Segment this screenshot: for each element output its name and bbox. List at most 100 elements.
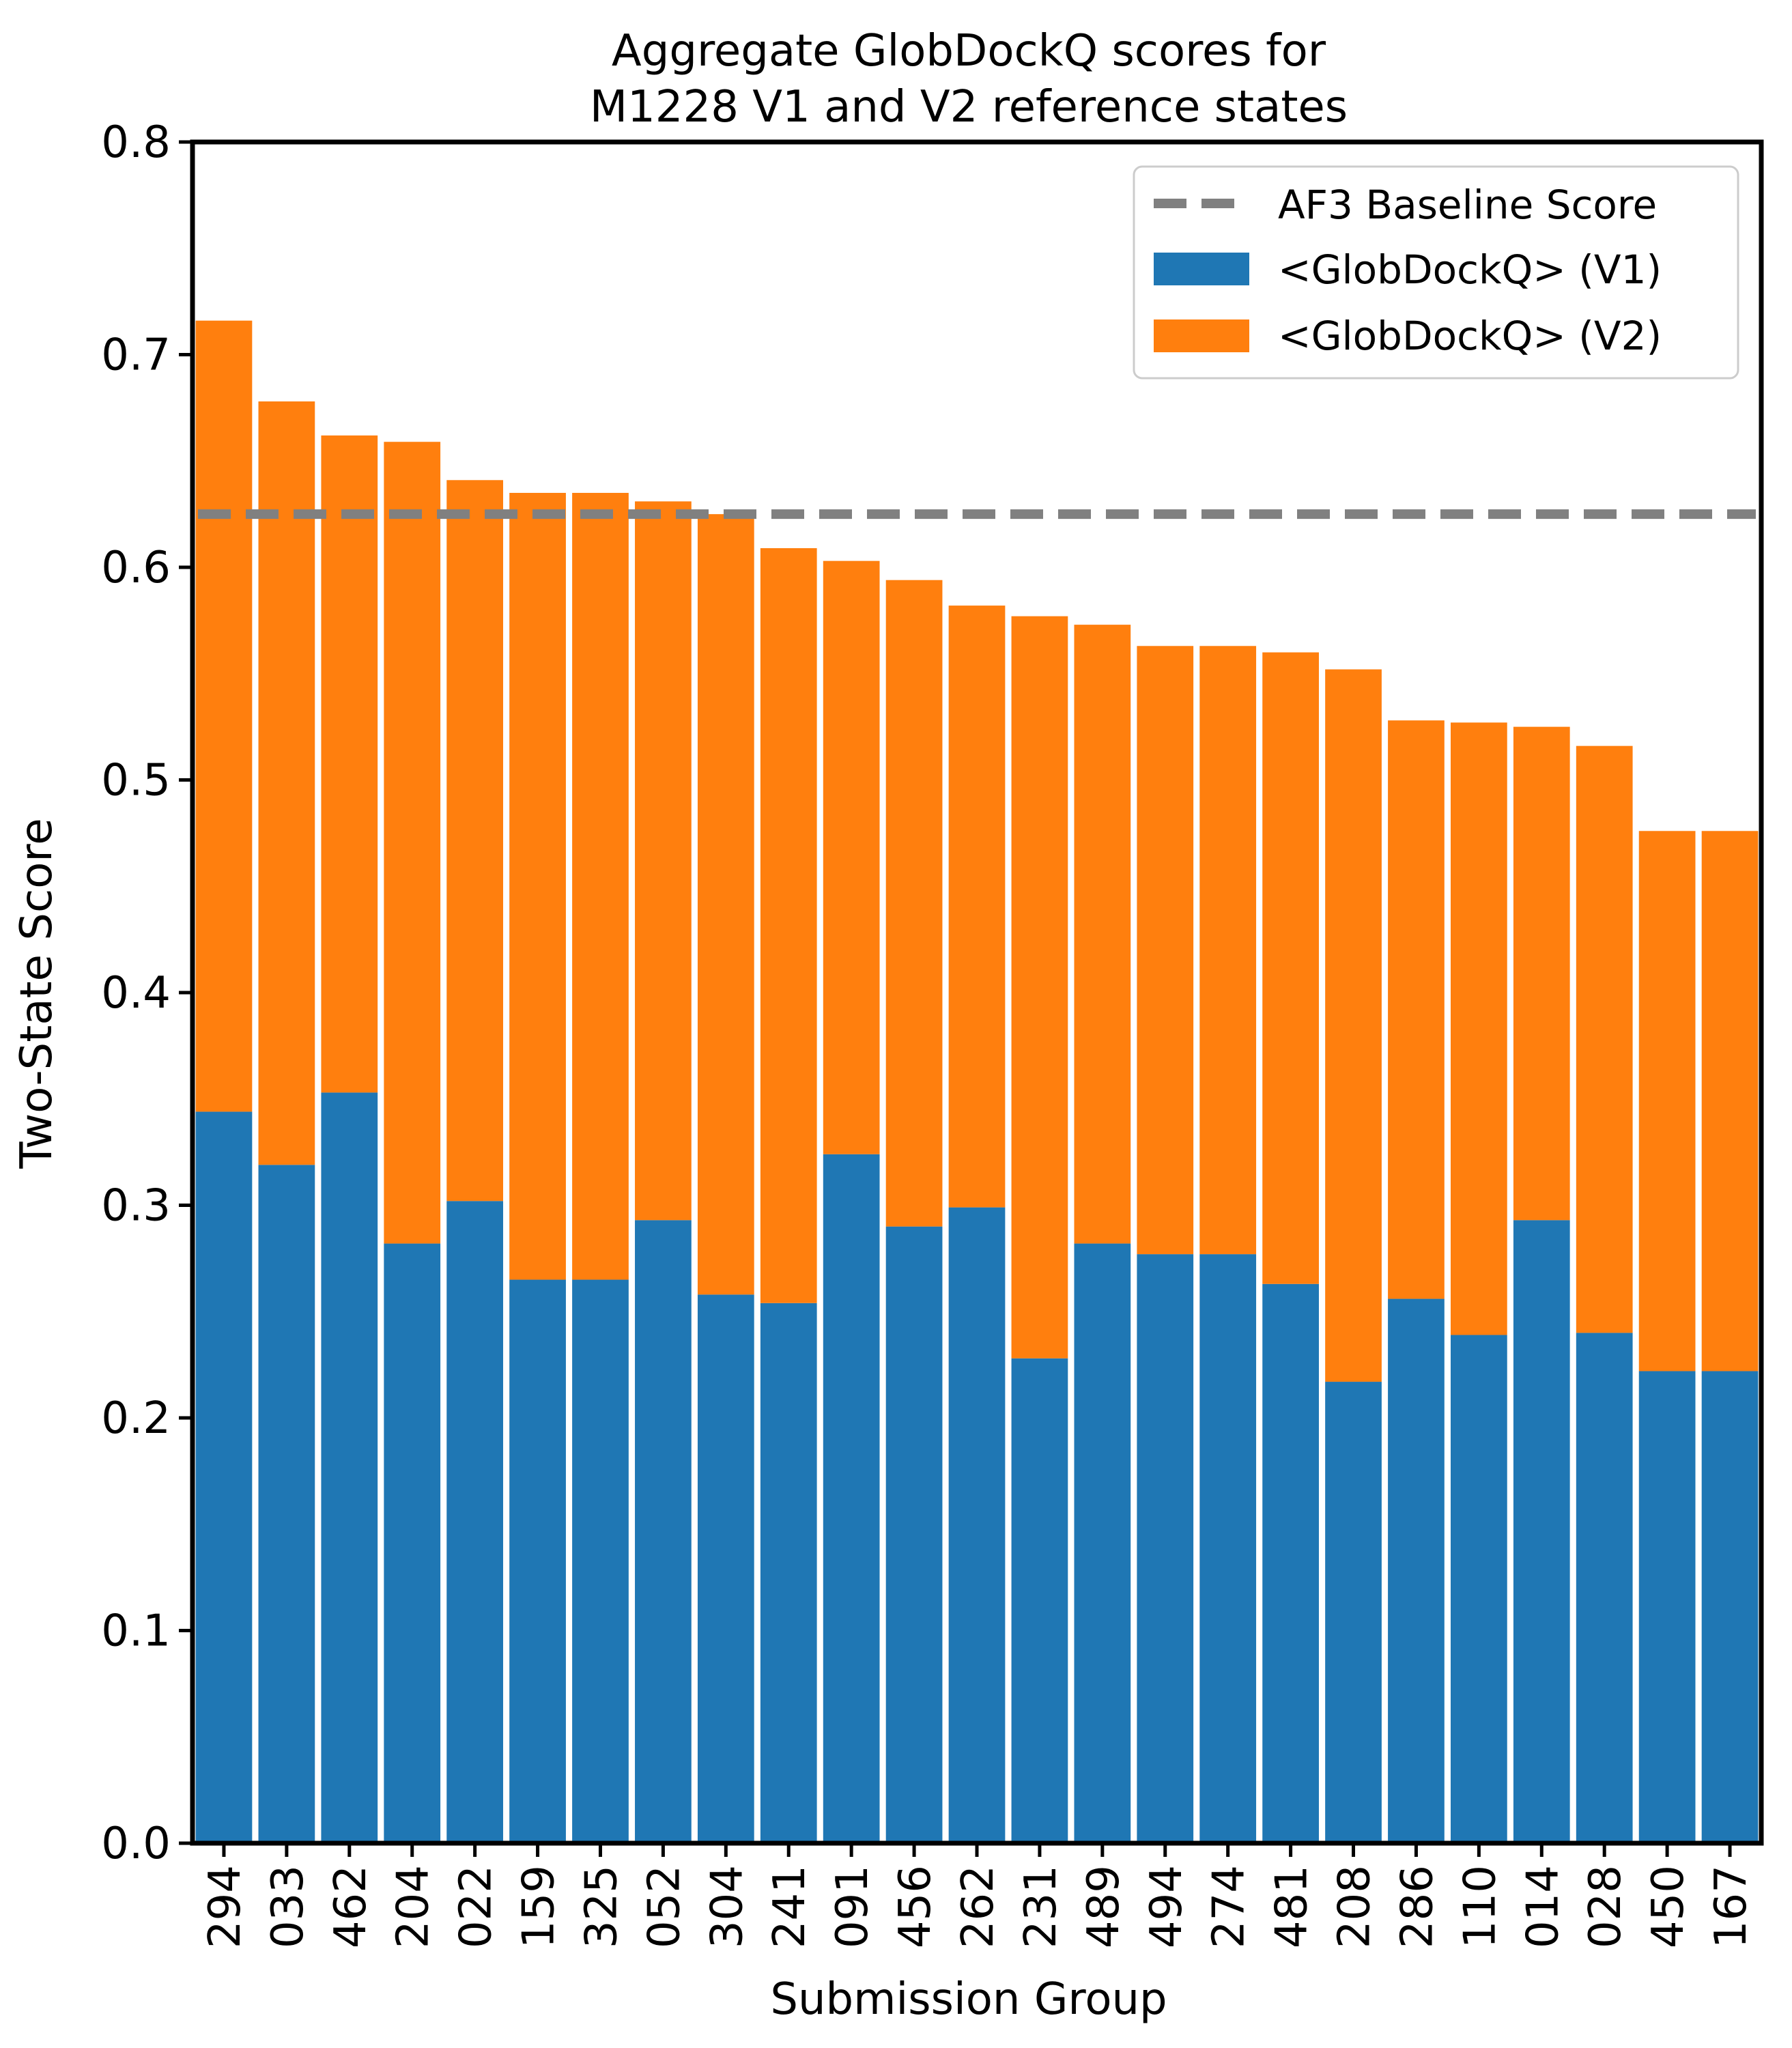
x-tick-label-481: 481 xyxy=(1267,1865,1318,1948)
x-tick-label-014: 014 xyxy=(1518,1865,1568,1948)
bar-v1-304 xyxy=(697,1294,754,1843)
x-tick-label-167: 167 xyxy=(1706,1865,1757,1948)
bar-v1-033 xyxy=(258,1165,315,1843)
x-tick-label-159: 159 xyxy=(514,1865,565,1948)
chart-title-line-1: Aggregate GlobDockQ scores for xyxy=(612,26,1326,76)
legend-box xyxy=(1133,165,1739,380)
y-tick-label-0.0: 0.0 xyxy=(101,1819,171,1869)
bar-v2-052 xyxy=(635,501,692,1221)
legend-swatch-v2 xyxy=(1154,319,1249,352)
bar-v2-022 xyxy=(446,480,504,1201)
bar-v1-110 xyxy=(1451,1335,1507,1843)
x-tick-label-208: 208 xyxy=(1330,1865,1380,1948)
legend: AF3 Baseline Score <GlobDockQ> (V1) <Glo… xyxy=(1133,165,1739,380)
bar-v2-159 xyxy=(509,492,566,1280)
x-tick-label-286: 286 xyxy=(1392,1865,1442,1948)
x-axis: 294 033 462 204 022 159 325 052 304 241 091 456 262 2… xyxy=(200,1843,1757,1948)
x-tick-label-231: 231 xyxy=(1016,1865,1066,1948)
legend-swatch-v1 xyxy=(1154,253,1249,285)
x-tick-label-241: 241 xyxy=(765,1865,815,1948)
y-tick-label-0.6: 0.6 xyxy=(101,543,171,593)
bar-v1-489 xyxy=(1074,1243,1131,1843)
bar-v1-028 xyxy=(1576,1333,1633,1843)
bar-v2-274 xyxy=(1199,646,1257,1255)
x-tick-label-462: 462 xyxy=(326,1865,376,1948)
bar-v2-489 xyxy=(1074,625,1131,1244)
legend-label-v2: <GlobDockQ> (V2) xyxy=(1278,313,1662,359)
bar-v2-028 xyxy=(1576,745,1633,1333)
bar-v1-091 xyxy=(823,1154,880,1843)
bar-v1-208 xyxy=(1325,1382,1382,1843)
bar-v1-494 xyxy=(1137,1254,1194,1843)
y-tick-label-0.7: 0.7 xyxy=(101,330,171,381)
bar-v2-286 xyxy=(1388,720,1445,1299)
bar-v1-481 xyxy=(1262,1283,1319,1843)
bar-v2-294 xyxy=(195,320,253,1112)
bar-v2-231 xyxy=(1011,616,1068,1359)
bar-v1-167 xyxy=(1701,1371,1759,1843)
x-tick-label-304: 304 xyxy=(702,1865,752,1948)
bars-group xyxy=(195,320,1759,1843)
bar-v1-231 xyxy=(1011,1358,1068,1843)
bar-v2-481 xyxy=(1262,652,1319,1284)
x-tick-label-262: 262 xyxy=(953,1865,1004,1948)
bar-v1-325 xyxy=(572,1279,629,1843)
bar-v1-262 xyxy=(948,1207,1006,1843)
x-tick-label-091: 091 xyxy=(827,1865,878,1948)
x-tick-label-294: 294 xyxy=(200,1865,251,1948)
bar-v2-262 xyxy=(948,606,1006,1208)
x-tick-label-489: 489 xyxy=(1079,1865,1129,1948)
x-axis-label: Submission Group xyxy=(770,1974,1167,2025)
x-tick-label-052: 052 xyxy=(639,1865,689,1948)
bar-v1-294 xyxy=(195,1111,253,1843)
bar-v1-456 xyxy=(885,1226,943,1843)
bar-v2-167 xyxy=(1701,831,1759,1371)
bar-v1-286 xyxy=(1388,1298,1445,1843)
y-tick-label-0.8: 0.8 xyxy=(101,117,171,168)
bar-v2-208 xyxy=(1325,669,1382,1382)
y-tick-label-0.5: 0.5 xyxy=(101,756,171,806)
y-axis: 0.0 0.1 0.2 0.3 0.4 0.5 0.6 0.7 0.8 xyxy=(101,117,193,1869)
plot-frame xyxy=(190,139,1764,1846)
bar-v1-274 xyxy=(1199,1254,1257,1843)
bar-v1-014 xyxy=(1513,1220,1570,1843)
bar-v2-110 xyxy=(1451,722,1507,1335)
bar-v2-014 xyxy=(1513,726,1570,1221)
x-tick-label-456: 456 xyxy=(890,1865,941,1948)
x-tick-label-450: 450 xyxy=(1643,1865,1694,1948)
x-tick-label-274: 274 xyxy=(1204,1865,1255,1948)
bar-v1-159 xyxy=(509,1279,566,1843)
x-tick-label-110: 110 xyxy=(1455,1865,1505,1948)
x-tick-label-204: 204 xyxy=(388,1865,439,1948)
bar-v1-204 xyxy=(384,1243,441,1843)
y-axis-label: Two-State Score xyxy=(12,818,62,1169)
x-tick-label-325: 325 xyxy=(576,1865,627,1948)
bar-v1-052 xyxy=(635,1220,692,1843)
bar-v1-462 xyxy=(321,1092,378,1843)
bar-v1-450 xyxy=(1638,1371,1696,1843)
x-tick-label-033: 033 xyxy=(263,1865,313,1948)
bar-v1-241 xyxy=(760,1303,817,1843)
y-tick-label-0.3: 0.3 xyxy=(101,1181,171,1232)
y-tick-label-0.4: 0.4 xyxy=(101,968,171,1019)
legend-label-baseline: AF3 Baseline Score xyxy=(1278,182,1657,228)
chart-title-line-2: M1228 V1 and V2 reference states xyxy=(590,82,1348,132)
x-tick-label-028: 028 xyxy=(1580,1865,1631,1948)
bar-v2-033 xyxy=(258,401,315,1165)
bar-v2-304 xyxy=(697,514,754,1295)
bar-v2-241 xyxy=(760,547,817,1303)
legend-label-v1: <GlobDockQ> (V1) xyxy=(1278,246,1662,293)
y-tick-label-0.2: 0.2 xyxy=(101,1393,171,1444)
bar-v2-091 xyxy=(823,560,880,1154)
bar-v2-325 xyxy=(572,492,629,1280)
x-tick-label-022: 022 xyxy=(451,1865,502,1948)
y-tick-label-0.1: 0.1 xyxy=(101,1606,171,1657)
bar-v1-022 xyxy=(446,1201,504,1843)
bar-v2-456 xyxy=(885,580,943,1227)
bar-v2-204 xyxy=(384,442,441,1244)
bar-v2-450 xyxy=(1638,831,1696,1371)
x-tick-label-494: 494 xyxy=(1141,1865,1192,1948)
bar-v2-462 xyxy=(321,435,378,1093)
bar-v2-494 xyxy=(1137,646,1194,1255)
